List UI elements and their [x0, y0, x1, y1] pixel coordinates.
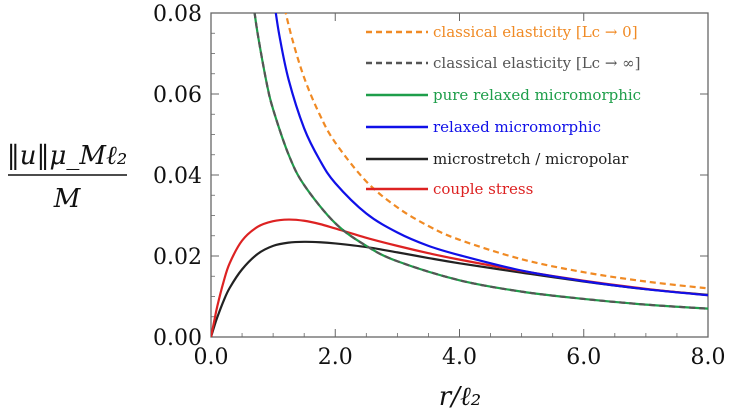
series-line-4 [211, 240, 708, 337]
x-tick-label: 0.0 [194, 345, 229, 370]
y-axis-label-denominator: M [53, 184, 82, 214]
y-axis-label: ‖u‖μ_Mℓ₂ M [7, 141, 128, 214]
y-tick-label: 0.00 [153, 326, 202, 351]
y-tick-label: 0.06 [153, 83, 202, 108]
legend-label-1: classical elasticity [Lc → ∞] [433, 54, 641, 72]
x-tick-label: 4.0 [442, 345, 477, 370]
legend-label-5: couple stress [433, 180, 533, 198]
legend-label-0: classical elasticity [Lc → 0] [433, 23, 638, 41]
legend: classical elasticity [Lc → 0] classical e… [366, 23, 641, 198]
series-line-0 [284, 13, 708, 290]
x-tick-label: 8.0 [691, 345, 726, 370]
x-axis-ticks: 0.0 2.0 4.0 6.0 8.0 [194, 13, 726, 370]
x-tick-label: 6.0 [566, 345, 601, 370]
series-line-5 [211, 218, 708, 337]
y-tick-label: 0.02 [153, 245, 202, 270]
series-line-1 [253, 13, 708, 310]
x-axis-label: r/ℓ₂ [439, 382, 481, 412]
y-tick-label: 0.04 [153, 164, 202, 189]
x-tick-label: 2.0 [318, 345, 353, 370]
series-layer [211, 13, 708, 337]
legend-label-4: microstretch / micropolar [433, 150, 629, 168]
y-axis-ticks: 0.00 0.02 0.04 0.06 0.08 [153, 2, 708, 351]
series-line-3 [274, 13, 708, 297]
y-tick-label: 0.08 [153, 2, 202, 27]
y-axis-label-numerator: ‖u‖μ_Mℓ₂ [7, 141, 128, 171]
legend-label-2: pure relaxed micromorphic [433, 86, 641, 104]
legend-label-3: relaxed micromorphic [433, 118, 601, 136]
